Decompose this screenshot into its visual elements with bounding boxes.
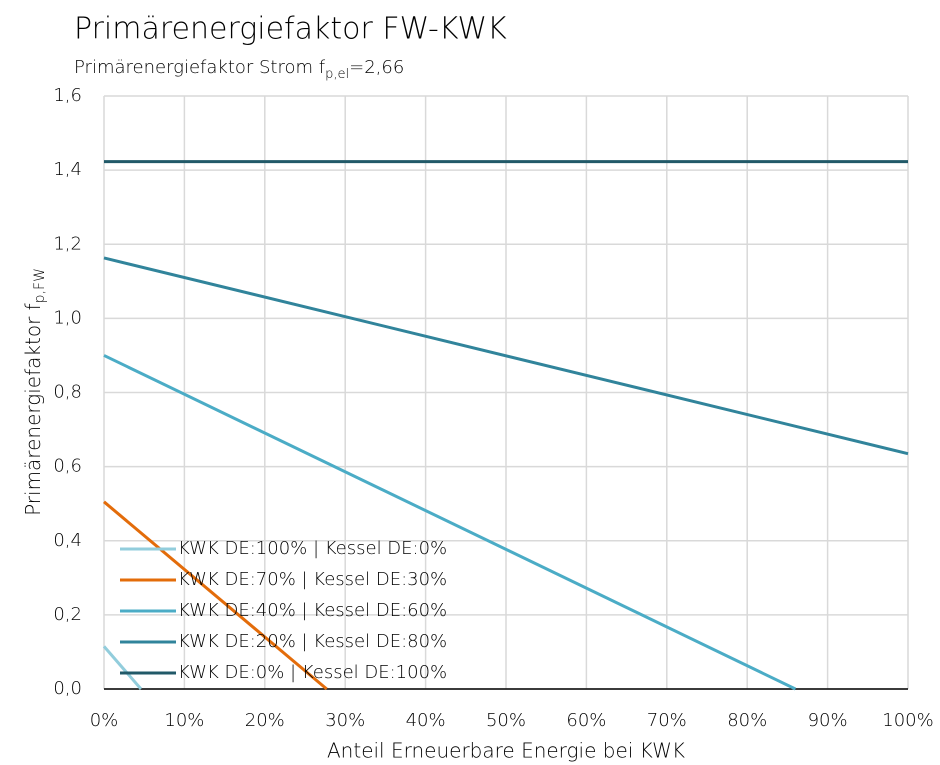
legend-label: KWK DE:100% | Kessel DE:0% bbox=[178, 538, 447, 559]
legend-label: KWK DE:70% | Kessel DE:30% bbox=[178, 569, 447, 590]
x-tick-label: 30% bbox=[325, 710, 365, 731]
y-tick-label: 1,0 bbox=[53, 307, 82, 328]
y-tick-label: 0,4 bbox=[53, 530, 82, 551]
subtitle-text: Primärenergiefaktor Strom f bbox=[74, 57, 326, 78]
chart-subtitle: Primärenergiefaktor Strom fp,el=2,66 bbox=[74, 57, 404, 82]
legend-label: KWK DE:40% | Kessel DE:60% bbox=[178, 600, 447, 621]
chart-title: Primärenergiefaktor FW-KWK bbox=[74, 12, 507, 47]
series-line bbox=[103, 354, 797, 691]
y-tick-label: 1,4 bbox=[53, 159, 82, 180]
y-tick-label: 0,8 bbox=[53, 382, 82, 403]
legend-label: KWK DE:20% | Kessel DE:80% bbox=[178, 631, 447, 652]
x-axis-title: Anteil Erneuerbare Energie bei KWK bbox=[327, 739, 685, 763]
x-tick-label: 50% bbox=[486, 710, 526, 731]
x-tick-label: 60% bbox=[566, 710, 606, 731]
y-tick-label: 0,6 bbox=[53, 456, 82, 477]
x-tick-label: 40% bbox=[406, 710, 446, 731]
x-tick-label: 80% bbox=[727, 710, 767, 731]
x-tick-label: 70% bbox=[647, 710, 687, 731]
y-tick-label: 1,2 bbox=[53, 233, 82, 254]
subtitle-subscript: p,el bbox=[325, 67, 349, 82]
y-tick-label: 0,0 bbox=[53, 678, 82, 699]
y-title-text: Primärenergiefaktor f bbox=[21, 303, 45, 516]
series-line bbox=[103, 256, 909, 456]
x-tick-label: 0% bbox=[90, 710, 119, 731]
x-tick-label: 100% bbox=[882, 710, 933, 731]
subtitle-suffix: =2,66 bbox=[349, 57, 404, 78]
x-tick-label: 10% bbox=[164, 710, 204, 731]
y-title-subscript: p,FW bbox=[32, 268, 48, 303]
x-tick-label: 90% bbox=[808, 710, 848, 731]
series-line bbox=[103, 500, 328, 691]
x-tick-label: 20% bbox=[245, 710, 285, 731]
legend-label: KWK DE:0% | Kessel DE:100% bbox=[178, 662, 447, 683]
series-line bbox=[102, 645, 143, 690]
y-tick-label: 0,2 bbox=[53, 604, 82, 625]
y-tick-label: 1,6 bbox=[53, 85, 82, 106]
y-axis-title: Primärenergiefaktor fp,FW bbox=[21, 268, 49, 516]
